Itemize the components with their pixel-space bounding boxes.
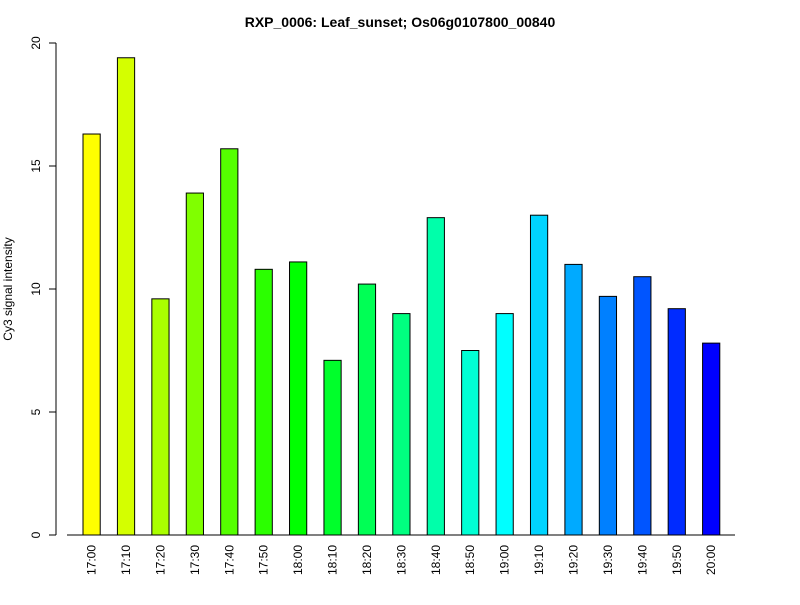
bar (151, 298, 170, 536)
bar (392, 313, 411, 536)
x-tick-label: 17:40 (222, 545, 236, 575)
x-tick-label: 17:10 (119, 545, 133, 575)
y-tick-label: 10 (29, 282, 43, 296)
x-tick-label: 19:40 (635, 545, 649, 575)
x-tick-label: 19:20 (567, 545, 581, 575)
y-axis-label: Cy3 signal intensity (1, 237, 15, 340)
bar (289, 261, 308, 536)
x-tick-label: 19:30 (601, 545, 615, 575)
bar (495, 313, 514, 536)
bar (323, 359, 342, 536)
y-tick-label: 20 (29, 36, 43, 50)
bars-group (82, 57, 721, 536)
bar (357, 283, 377, 536)
x-tick-label: 18:20 (360, 545, 374, 575)
x-tick-label: 18:10 (326, 545, 340, 575)
x-tick-label: 18:40 (429, 545, 443, 575)
y-tick-label: 5 (29, 408, 43, 415)
bar (702, 342, 721, 536)
x-tick-label: 17:50 (257, 545, 271, 575)
x-tick-label: 19:50 (670, 545, 684, 575)
bar (185, 192, 204, 536)
x-axis: 17:00 17:10 17:20 17:30 17:40 17:50 18:00 18:10… (67, 534, 735, 575)
bar (564, 263, 583, 536)
y-tick-label: 0 (29, 531, 43, 538)
x-tick-label: 17:30 (188, 545, 202, 575)
x-tick-label: 17:20 (153, 545, 167, 575)
bar (667, 308, 686, 536)
x-tick-label: 18:30 (394, 545, 408, 575)
bar (598, 295, 618, 536)
bar (633, 276, 652, 536)
bar (426, 217, 445, 536)
bar (254, 268, 273, 536)
chart-title: RXP_0006: Leaf_sunset; Os06g0107800_0084… (245, 14, 556, 30)
y-tick-label: 15 (29, 159, 43, 173)
y-axis: 0 5 10 15 20 (29, 36, 57, 538)
x-tick-label: 17:00 (85, 545, 99, 575)
x-tick-label: 19:10 (532, 545, 546, 575)
bar (82, 133, 101, 536)
x-tick-label: 20:00 (704, 545, 718, 575)
bar (529, 214, 549, 536)
x-tick-label: 18:50 (463, 545, 477, 575)
x-tick-label: 19:00 (498, 545, 512, 575)
bar (220, 148, 239, 536)
bar (116, 57, 136, 536)
x-tick-label: 18:00 (291, 545, 305, 575)
bar (461, 350, 480, 536)
